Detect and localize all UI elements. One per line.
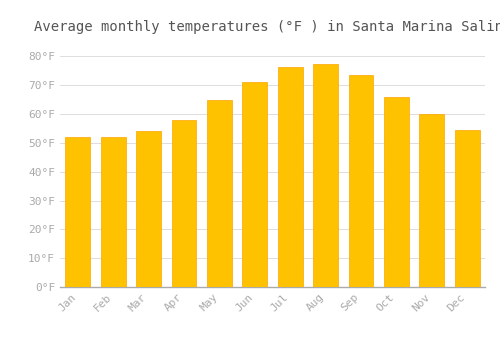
Bar	[420, 114, 444, 287]
Bar	[313, 64, 338, 287]
Bar	[207, 100, 232, 287]
Bar	[66, 137, 90, 287]
Bar	[348, 75, 374, 287]
Bar	[455, 130, 479, 287]
Bar	[136, 131, 161, 287]
Bar	[278, 66, 302, 287]
Bar	[100, 137, 126, 287]
Bar	[172, 120, 196, 287]
Title: Average monthly temperatures (°F ) in Santa Marina Salina: Average monthly temperatures (°F ) in Sa…	[34, 20, 500, 34]
Bar	[384, 97, 409, 287]
Bar	[242, 82, 267, 287]
